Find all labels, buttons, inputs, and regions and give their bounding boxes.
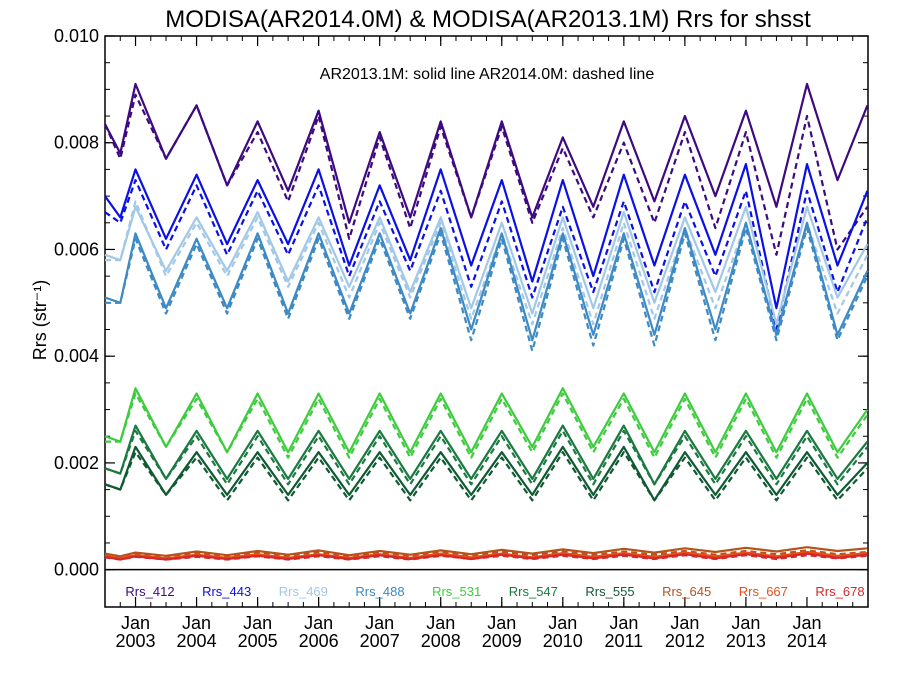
series-line-solid-rrs_547 <box>104 424 869 486</box>
legend-entry-rrs_678: Rrs_678 <box>815 584 864 599</box>
x-tick-month: Jan <box>121 613 150 633</box>
x-tick-year: 2004 <box>177 631 217 651</box>
series-line-solid-rrs_555 <box>104 445 869 502</box>
series-line-dashed-rrs_678 <box>104 554 868 561</box>
legend-entry-rrs_531: Rrs_531 <box>432 584 481 599</box>
y-tick-label: 0.002 <box>54 453 99 473</box>
x-tick-month: Jan <box>426 613 455 633</box>
x-tick-year: 2005 <box>238 631 278 651</box>
x-tick-month: Jan <box>548 613 577 633</box>
x-tick-month: Jan <box>609 613 638 633</box>
series-line-dashed-rrs_412 <box>103 93 869 256</box>
series-line-solid-rrs_488 <box>104 221 869 342</box>
y-tick-label: 0.006 <box>54 239 99 259</box>
series-line-dashed-rrs_547 <box>104 429 869 486</box>
x-tick-month: Jan <box>487 613 516 633</box>
x-tick-month: Jan <box>792 613 821 633</box>
x-tick-year: 2012 <box>665 631 705 651</box>
y-tick-label: 0.008 <box>54 133 99 153</box>
series-line-solid-rrs_531 <box>104 387 869 454</box>
series-line-solid-rrs_443 <box>104 163 869 310</box>
legend-entry-rrs_547: Rrs_547 <box>509 584 558 599</box>
legend-entry-rrs_412: Rrs_412 <box>125 584 174 599</box>
x-tick-month: Jan <box>365 613 394 633</box>
line-style-note: AR2013.1M: solid line AR2014.0M: dashed … <box>320 66 655 83</box>
x-tick-year: 2009 <box>482 631 522 651</box>
plot-frame <box>104 35 869 608</box>
series-line-dashed-rrs_531 <box>105 392 869 459</box>
x-tick-year: 2006 <box>299 631 339 651</box>
series-line-dashed-rrs_555 <box>104 451 869 502</box>
x-tick-year: 2003 <box>115 631 155 651</box>
x-tick-month: Jan <box>243 613 272 633</box>
legend-entry-rrs_488: Rrs_488 <box>355 584 404 599</box>
series-line-solid-rrs_469 <box>104 205 869 326</box>
chart-title: MODISA(AR2014.0M) & MODISA(AR2013.1M) Rr… <box>165 6 811 33</box>
series-line-dashed-rrs_443 <box>104 179 869 331</box>
x-tick-year: 2013 <box>726 631 766 651</box>
legend-entry-rrs_667: Rrs_667 <box>739 584 788 599</box>
series-line-dashed-rrs_645 <box>104 549 868 558</box>
legend-entry-rrs_555: Rrs_555 <box>585 584 634 599</box>
x-tick-month: Jan <box>304 613 333 633</box>
x-tick-year: 2008 <box>421 631 461 651</box>
legend-entry-rrs_469: Rrs_469 <box>279 584 328 599</box>
legend-entry-rrs_443: Rrs_443 <box>202 584 251 599</box>
x-tick-year: 2014 <box>787 631 827 651</box>
x-tick-year: 2007 <box>360 631 400 651</box>
series-line-dashed-rrs_469 <box>105 200 869 336</box>
x-tick-year: 2010 <box>543 631 583 651</box>
y-tick-label: 0.004 <box>54 346 99 366</box>
series-line-dashed-rrs_488 <box>105 227 869 352</box>
x-tick-year: 2011 <box>604 631 643 651</box>
y-tick-label: 0.000 <box>54 560 99 580</box>
x-tick-month: Jan <box>182 613 211 633</box>
x-tick-month: Jan <box>670 613 699 633</box>
y-tick-label: 0.010 <box>54 26 99 46</box>
series-line-solid-rrs_645 <box>104 546 868 558</box>
plot-area: 0.0000.0020.0040.0060.0080.010Jan2003Jan… <box>54 26 869 651</box>
x-tick-month: Jan <box>731 613 760 633</box>
y-axis-label: Rrs (str⁻¹) <box>30 280 50 360</box>
legend-entry-rrs_645: Rrs_645 <box>662 584 711 599</box>
